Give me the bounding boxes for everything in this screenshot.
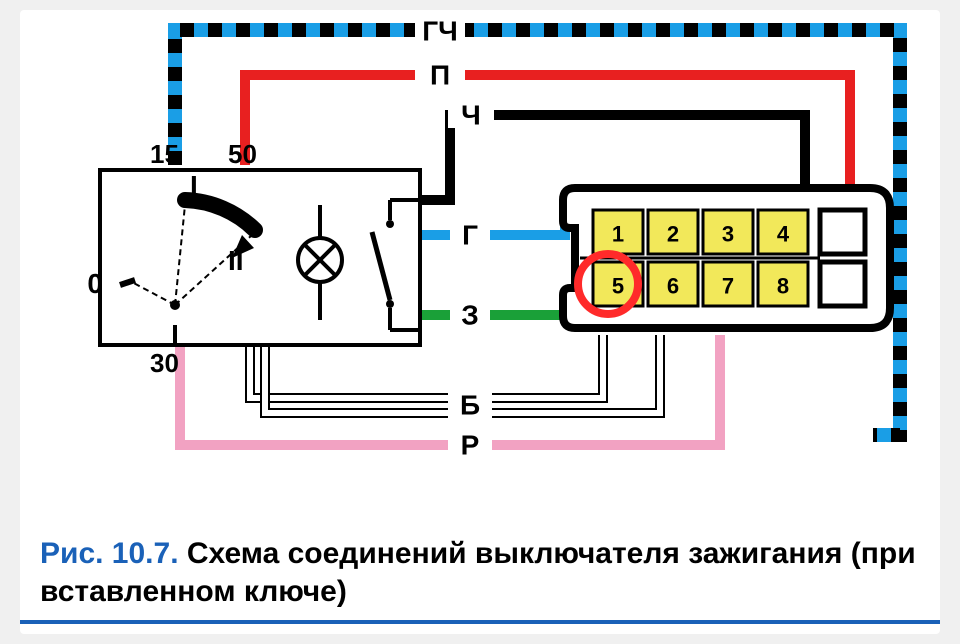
wire-ch-label: Ч [461, 99, 481, 130]
page: ГЧ П Ч Г З Б Р 15 [20, 10, 940, 634]
pin-3-label: 3 [722, 222, 734, 247]
wire-z-label: З [461, 299, 479, 330]
pin-7-label: 7 [722, 274, 734, 299]
switch-pos-0-label: 0 [87, 268, 103, 299]
pin-1-label: 1 [612, 222, 624, 247]
terminal-30-label: 30 [150, 348, 179, 378]
caption-underline [20, 620, 940, 624]
wire-b-label: Б [460, 389, 480, 420]
wire-p-label: П [430, 59, 450, 90]
wire-b: Б [250, 335, 660, 420]
switch-pos-1-label: I [190, 170, 198, 201]
wire-r-label: Р [461, 429, 480, 460]
wire-z: З [420, 299, 575, 330]
switch-pos-2-label: II [228, 245, 244, 276]
pin-8-label: 8 [777, 274, 789, 299]
wire-g-label: Г [462, 219, 478, 250]
figure-caption: Рис. 10.7. Схема соединений выключателя … [40, 535, 920, 610]
wiring-diagram: ГЧ П Ч Г З Б Р 15 [20, 10, 940, 530]
pin-6-label: 6 [667, 274, 679, 299]
wire-gc-label: ГЧ [422, 15, 458, 46]
pin-5-label: 5 [612, 274, 624, 299]
pin-2-label: 2 [667, 222, 679, 247]
terminal-15-label: 15 [150, 139, 179, 169]
pin-4-label: 4 [777, 222, 790, 247]
caption-prefix: Рис. 10.7. [40, 537, 179, 570]
wire-g: Г [420, 205, 575, 250]
ignition-switch-box: 15 50 30 0 I II [87, 139, 420, 378]
terminal-50-label: 50 [228, 139, 257, 169]
